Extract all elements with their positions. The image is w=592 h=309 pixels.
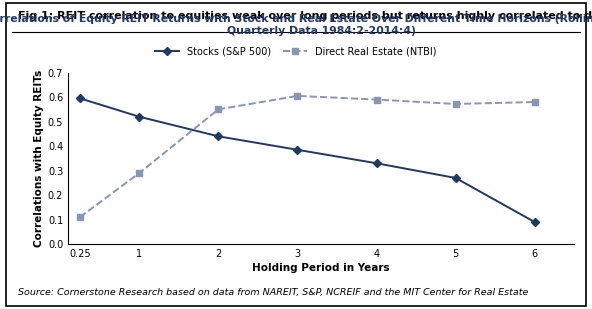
Direct Real Estate (NTBI) [294, 94, 301, 98]
Direct Real Estate (NTBI) [215, 108, 222, 111]
Direct Real Estate (NTBI) [531, 100, 538, 104]
Stocks (S&P 500) [215, 134, 222, 138]
Stocks (S&P 500) [531, 220, 538, 224]
Title: Correlations of Equity REIT Returns with Stock and Real Estate Over Different Ti: Correlations of Equity REIT Returns with… [0, 14, 592, 36]
Legend: Stocks (S&P 500), Direct Real Estate (NTBI): Stocks (S&P 500), Direct Real Estate (NT… [151, 42, 440, 60]
Stocks (S&P 500) [294, 148, 301, 152]
Direct Real Estate (NTBI) [373, 98, 380, 101]
Stocks (S&P 500) [373, 161, 380, 165]
Direct Real Estate (NTBI) [136, 171, 143, 175]
Line: Direct Real Estate (NTBI): Direct Real Estate (NTBI) [76, 92, 538, 221]
Stocks (S&P 500) [452, 176, 459, 180]
Direct Real Estate (NTBI) [452, 102, 459, 106]
X-axis label: Holding Period in Years: Holding Period in Years [252, 263, 390, 273]
Stocks (S&P 500) [136, 115, 143, 119]
Y-axis label: Correlations with Equity REITs: Correlations with Equity REITs [34, 70, 44, 247]
Text: Source: Cornerstone Research based on data from NAREIT, S&P, NCREIF and the MIT : Source: Cornerstone Research based on da… [18, 288, 528, 297]
FancyBboxPatch shape [6, 3, 586, 306]
Stocks (S&P 500) [76, 96, 83, 100]
Line: Stocks (S&P 500): Stocks (S&P 500) [77, 95, 538, 225]
Direct Real Estate (NTBI) [76, 215, 83, 219]
Text: Fig 1: REIT correlation to equities weak over long periods but returns highly co: Fig 1: REIT correlation to equities weak… [18, 11, 592, 21]
